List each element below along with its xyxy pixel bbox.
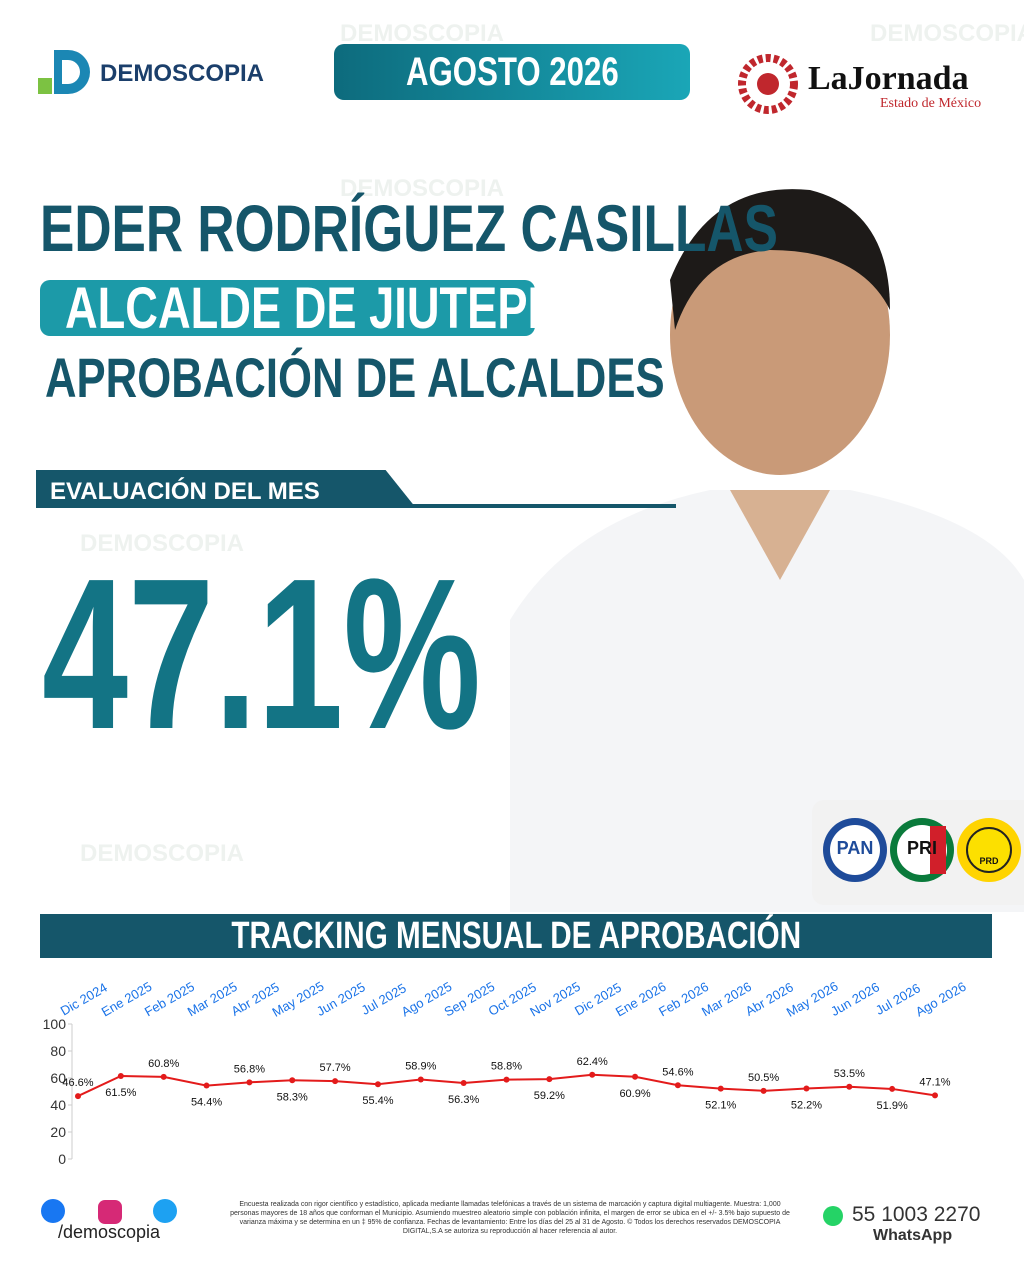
y-tick-label: 100 bbox=[43, 1016, 67, 1032]
evaluation-value: 47.1% bbox=[42, 533, 481, 774]
party-pan: PAN bbox=[836, 838, 874, 858]
value-label: 54.4% bbox=[191, 1097, 222, 1109]
point bbox=[803, 1085, 810, 1092]
point bbox=[546, 1076, 553, 1083]
value-label: 57.7% bbox=[319, 1062, 350, 1074]
point bbox=[889, 1085, 896, 1092]
y-tick-label: 80 bbox=[50, 1043, 66, 1059]
watermark: DEMOSCOPIA bbox=[340, 20, 505, 47]
brand-logo bbox=[38, 48, 90, 94]
disclaimer: Encuesta realizada con rigor científico … bbox=[230, 1201, 790, 1235]
evaluation-line bbox=[36, 504, 676, 508]
x-tick-label: Mar 2025 bbox=[185, 979, 240, 1019]
point bbox=[932, 1092, 938, 1099]
value-label: 46.6% bbox=[62, 1077, 93, 1089]
value-label: 56.3% bbox=[448, 1094, 479, 1106]
value-label: 50.5% bbox=[748, 1072, 779, 1084]
watermark: DEMOSCOPIA bbox=[80, 840, 245, 867]
point bbox=[289, 1077, 296, 1084]
value-label: 59.2% bbox=[534, 1090, 565, 1102]
partner-sub: Estado de México bbox=[880, 96, 982, 111]
point bbox=[632, 1073, 639, 1080]
party-logos bbox=[823, 818, 1021, 882]
watermark: DEMOSCOPIA bbox=[340, 175, 505, 202]
value-label: 52.2% bbox=[791, 1100, 822, 1112]
point bbox=[332, 1078, 339, 1085]
chart-title-bar bbox=[40, 914, 992, 958]
point bbox=[589, 1071, 596, 1078]
y-tick-label: 20 bbox=[50, 1124, 66, 1140]
y-tick-label: 60 bbox=[50, 1070, 66, 1086]
y-tick-label: 40 bbox=[50, 1097, 66, 1113]
point bbox=[460, 1079, 467, 1086]
social-handle: /demoscopia bbox=[58, 1222, 161, 1242]
x-tick-label: Mar 2026 bbox=[699, 979, 754, 1019]
watermark: DEMOSCOPIA bbox=[80, 530, 245, 557]
evaluation-bar bbox=[36, 470, 416, 508]
phone: 55 1003 2270 bbox=[852, 1203, 981, 1226]
value-label: 58.9% bbox=[405, 1060, 436, 1072]
date-pill: AGOSTO 2026 bbox=[334, 44, 690, 100]
y-tick-label: 0 bbox=[58, 1151, 66, 1167]
value-label: 47.1% bbox=[919, 1076, 950, 1088]
point bbox=[674, 1082, 681, 1089]
phone-app: WhatsApp bbox=[873, 1227, 953, 1244]
point bbox=[717, 1085, 724, 1092]
value-label: 62.4% bbox=[577, 1056, 608, 1068]
value-label: 58.8% bbox=[491, 1061, 522, 1073]
x-tick-label: Ago 2026 bbox=[913, 979, 969, 1020]
brand-name: DEMOSCOPIA bbox=[100, 60, 265, 87]
date: AGOSTO 2026 bbox=[405, 50, 619, 94]
value-label: 55.4% bbox=[362, 1095, 393, 1107]
x-tick-label: Nov 2025 bbox=[527, 979, 583, 1020]
point bbox=[846, 1083, 853, 1090]
point bbox=[246, 1079, 253, 1086]
point bbox=[75, 1093, 81, 1100]
social-icons bbox=[41, 1199, 177, 1224]
watermark: DEMOSCOPIA bbox=[870, 20, 1024, 47]
partner-logo bbox=[738, 54, 804, 119]
point bbox=[503, 1076, 510, 1083]
role: ALCALDE DE JIUTEPEC bbox=[65, 276, 591, 341]
point bbox=[117, 1072, 124, 1079]
name: EDER RODRÍGUEZ CASILLAS bbox=[40, 191, 778, 265]
value-label: 60.8% bbox=[148, 1058, 179, 1070]
point bbox=[160, 1073, 167, 1080]
point bbox=[203, 1082, 210, 1089]
partner-name: LaJornada bbox=[808, 60, 969, 97]
point bbox=[374, 1081, 381, 1088]
role-pill bbox=[40, 280, 535, 336]
party-prd: PRD bbox=[979, 856, 999, 866]
value-label: 52.1% bbox=[705, 1100, 736, 1112]
value-label: 61.5% bbox=[105, 1087, 136, 1099]
value-label: 56.8% bbox=[234, 1063, 265, 1075]
value-label: 53.5% bbox=[834, 1068, 865, 1080]
whatsapp-icon bbox=[823, 1206, 843, 1226]
chart-title: TRACKING MENSUAL DE APROBACIÓN bbox=[231, 915, 801, 957]
evaluation-label: EVALUACIÓN DEL MES bbox=[50, 478, 320, 505]
value-label: 54.6% bbox=[662, 1066, 693, 1078]
party-pri: PRI bbox=[906, 838, 937, 858]
value-label: 51.9% bbox=[877, 1100, 908, 1112]
point bbox=[760, 1087, 767, 1094]
point bbox=[417, 1076, 424, 1083]
subtitle: APROBACIÓN DE ALCALDES bbox=[45, 346, 665, 409]
value-label: 60.9% bbox=[619, 1088, 650, 1100]
value-label: 58.3% bbox=[277, 1091, 308, 1103]
